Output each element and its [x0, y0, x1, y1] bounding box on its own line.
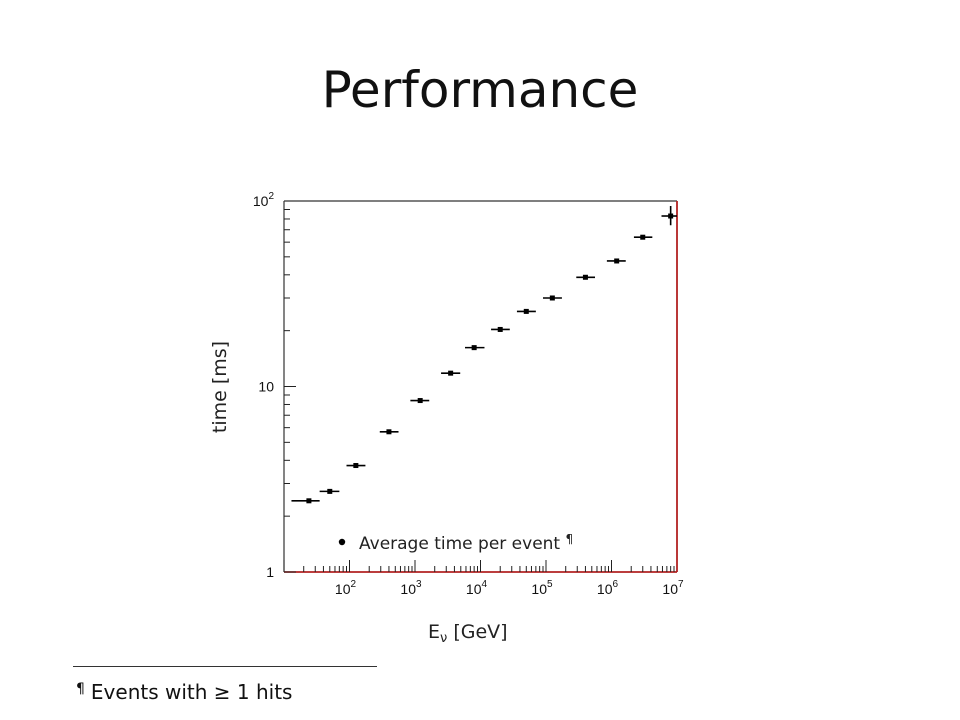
chart-frame [283, 200, 678, 573]
data-point [576, 274, 596, 280]
x-axis-label-sub: ν [440, 631, 448, 646]
data-point [291, 498, 320, 504]
x-axis-label: Eν [GeV] [428, 621, 508, 646]
data-marker [448, 370, 454, 376]
legend-footnote-mark: ¶ [566, 532, 574, 546]
data-marker [549, 295, 555, 301]
data-point [379, 429, 399, 435]
legend-label: Average time per event ¶ [359, 532, 573, 554]
data-marker [353, 463, 359, 469]
chart-legend: Average time per event ¶ [338, 532, 573, 554]
y-tick-label: 10 [258, 379, 274, 395]
x-tick-label: 103 [400, 579, 422, 597]
data-marker [306, 498, 312, 504]
data-point [410, 398, 430, 404]
x-tick-label: 102 [335, 579, 357, 597]
slide-title: Performance [321, 61, 639, 119]
data-point [491, 326, 510, 332]
x-tick-label: 106 [597, 579, 619, 597]
data-marker [640, 234, 646, 240]
data-point [543, 295, 562, 301]
x-tick-label: 104 [466, 579, 488, 597]
footnote-text: Events with ≥ 1 hits [90, 680, 293, 704]
data-marker [668, 213, 674, 219]
footnote-divider [73, 666, 377, 667]
data-marker [327, 488, 333, 494]
data-point [319, 488, 340, 494]
footnote-mark: ¶ [76, 681, 85, 697]
data-marker [386, 429, 392, 435]
data-marker [417, 398, 423, 404]
data-marker [582, 274, 588, 280]
data-point [346, 463, 366, 469]
data-marker [471, 345, 477, 351]
footnote: ¶ Events with ≥ 1 hits [76, 680, 292, 704]
data-point [516, 308, 536, 314]
data-point [661, 205, 677, 226]
chart-ticks: 102 103 104 105 106 107 1 10 102 [253, 191, 684, 597]
legend-marker [338, 538, 346, 546]
data-point [633, 234, 653, 240]
y-axis-label: time [ms] [209, 340, 231, 434]
chart-points [291, 205, 677, 504]
data-point [441, 370, 461, 376]
data-marker [523, 308, 529, 314]
x-tick-label: 105 [531, 579, 553, 597]
x-tick-label: 107 [662, 579, 684, 597]
legend-label-text: Average time per event [359, 534, 566, 554]
y-tick-label: 1 [266, 564, 274, 580]
data-marker [497, 326, 503, 332]
y-tick-label: 102 [253, 191, 275, 209]
x-axis-label-main: E [428, 621, 441, 643]
data-point [606, 258, 626, 264]
x-axis-label-unit: [GeV] [453, 621, 508, 643]
data-point [465, 345, 485, 351]
data-marker [614, 258, 620, 264]
